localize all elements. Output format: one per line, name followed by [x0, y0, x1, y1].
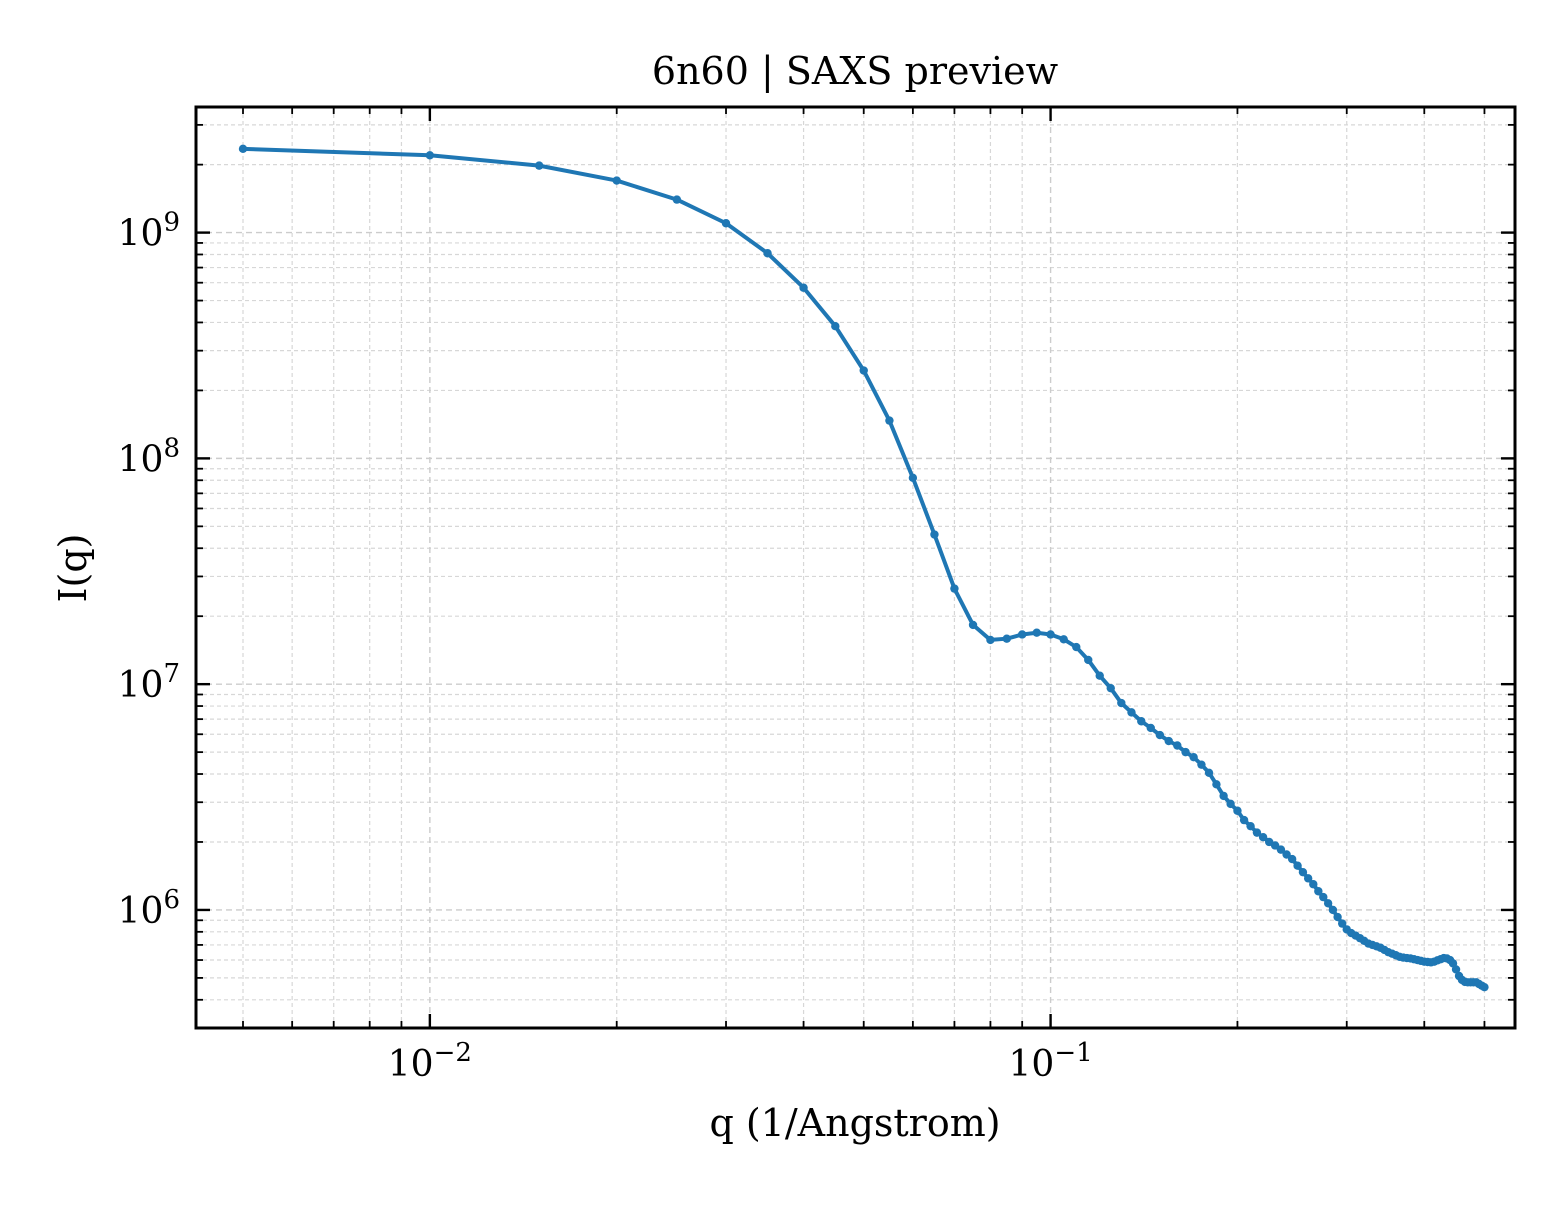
data-point: [1197, 760, 1206, 769]
data-point: [1117, 698, 1126, 708]
data-point: [1309, 880, 1318, 889]
data-point: [1189, 752, 1198, 762]
data-point: [1319, 892, 1328, 902]
data-point: [930, 530, 939, 539]
y-tick-label: 108: [118, 433, 180, 480]
data-point: [1002, 634, 1011, 643]
x-tick-label: 10−1: [1009, 1038, 1093, 1085]
data-point: [1328, 905, 1338, 915]
data-point: [968, 620, 978, 630]
data-point: [1293, 861, 1302, 870]
data-point: [1226, 799, 1235, 809]
data-point: [1181, 747, 1190, 757]
data-point: [1137, 717, 1146, 726]
data-point: [1270, 841, 1280, 850]
data-point: [1146, 723, 1155, 733]
tick-labels: 10−2 10−1 106 107 108 109: [118, 208, 1093, 1085]
data-point: [1258, 832, 1268, 842]
data-point: [1017, 630, 1027, 639]
data-point: [1303, 874, 1313, 883]
data-point: [1282, 850, 1291, 859]
data-point: [1239, 815, 1249, 825]
data-point: [1072, 642, 1081, 652]
data-point: [908, 473, 918, 483]
data-point: [1084, 655, 1093, 665]
data-point: [1219, 791, 1228, 801]
data-point: [534, 161, 544, 170]
data-point: [1059, 635, 1068, 644]
y-tick-label: 109: [118, 208, 180, 255]
data-point: [1155, 730, 1165, 740]
data-point: [1032, 628, 1041, 637]
data-point: [1333, 912, 1342, 922]
data-point: [1046, 630, 1055, 639]
data-point: [986, 635, 995, 645]
y-axis-label: I(q): [51, 534, 95, 603]
x-axis-label: q (1/Angstrom): [709, 1101, 1000, 1145]
data-point: [1276, 845, 1286, 854]
data-point: [1314, 887, 1323, 896]
x-tick-label: 10−2: [388, 1038, 472, 1085]
data-point: [1204, 768, 1214, 777]
data-point: [1246, 821, 1255, 831]
data-point: [1233, 806, 1242, 815]
data-point: [831, 322, 840, 331]
data-point: [672, 195, 682, 204]
y-tick-label: 107: [118, 659, 180, 706]
data-point: [1164, 736, 1173, 746]
data-point: [1252, 828, 1262, 837]
grid: [196, 107, 1515, 1029]
data-point: [1287, 854, 1297, 864]
data-point: [238, 144, 248, 154]
data-point: [1480, 982, 1489, 992]
data-point: [799, 283, 808, 292]
data-point: [885, 416, 894, 425]
data-point: [721, 219, 731, 228]
data-point: [1212, 780, 1221, 789]
data-point: [1338, 919, 1347, 928]
plot-frame: [194, 105, 1517, 1030]
data-point: [1106, 683, 1115, 693]
series-layer: [238, 144, 1489, 992]
data-point: [950, 584, 959, 593]
data-point: [1095, 671, 1104, 680]
data-point: [1173, 741, 1182, 750]
chart-title: 6n60 | SAXS preview: [652, 49, 1059, 93]
data-point: [1323, 899, 1333, 908]
data-point: [1451, 965, 1461, 974]
data-point: [859, 366, 868, 375]
data-point: [1298, 867, 1308, 877]
data-point: [763, 249, 772, 258]
data-point: [612, 176, 621, 185]
data-point: [425, 151, 435, 160]
y-tick-label: 106: [118, 885, 180, 932]
data-point: [1127, 708, 1136, 717]
